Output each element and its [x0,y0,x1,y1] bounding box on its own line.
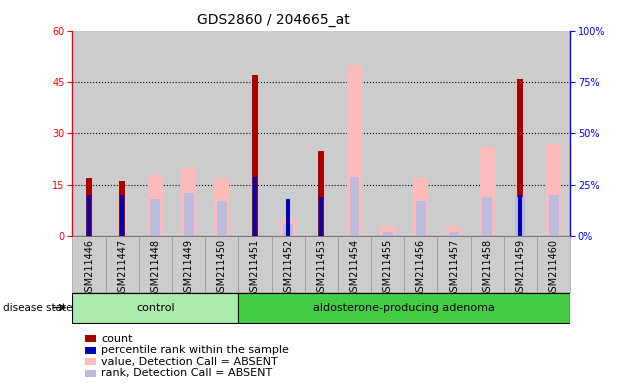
Bar [482,197,492,236]
Text: GSM211458: GSM211458 [482,239,492,298]
Bar [86,178,92,236]
Bar [449,232,459,236]
Bar [404,236,437,292]
Text: GSM211454: GSM211454 [350,239,360,298]
Bar [479,147,495,236]
Text: disease state: disease state [3,303,72,313]
Bar [371,31,404,236]
Text: GSM211456: GSM211456 [416,239,426,298]
Bar [338,31,371,236]
Bar [504,236,537,292]
Text: GSM211451: GSM211451 [250,239,260,298]
Bar [447,226,462,236]
Bar [181,168,196,236]
Bar [205,236,238,292]
Bar [546,144,561,236]
Bar [272,236,305,292]
Bar [106,31,139,236]
Bar [217,201,227,236]
Text: GSM211459: GSM211459 [515,239,525,298]
Bar [205,31,238,236]
Bar [172,31,205,236]
Bar [437,236,471,292]
Bar [305,31,338,236]
Bar [238,236,272,292]
Bar [238,31,272,236]
Bar [319,197,323,236]
Bar [286,199,290,236]
Bar [280,219,295,236]
Bar [517,79,524,236]
Bar [347,65,362,236]
Bar [380,226,395,236]
Text: GSM211447: GSM211447 [117,239,127,298]
Bar [537,31,570,236]
Text: GSM211448: GSM211448 [151,239,161,298]
Bar [537,236,570,292]
Bar [305,236,338,292]
Bar [139,236,172,292]
Bar [504,31,537,236]
Bar [350,177,360,236]
Text: value, Detection Call = ABSENT: value, Detection Call = ABSENT [101,357,278,367]
Bar [183,193,193,236]
Bar [238,293,570,323]
Bar [253,177,257,236]
Text: GSM211450: GSM211450 [217,239,227,298]
Bar [518,195,522,236]
Bar [87,195,91,236]
Bar [72,31,106,236]
Text: GSM211452: GSM211452 [283,239,293,298]
Bar [549,195,559,236]
Bar [371,236,404,292]
Text: GSM211446: GSM211446 [84,239,94,298]
Bar [382,232,392,236]
Text: GDS2860 / 204665_at: GDS2860 / 204665_at [197,13,350,27]
Text: percentile rank within the sample: percentile rank within the sample [101,345,289,355]
Bar [148,174,163,236]
Bar [338,236,371,292]
Bar [283,224,293,236]
Bar [252,75,258,236]
Text: GSM211449: GSM211449 [183,239,193,298]
Bar [72,293,238,323]
Bar [471,236,504,292]
Bar [404,31,437,236]
Bar [119,181,125,236]
Bar [413,178,428,236]
Bar [151,199,161,236]
Text: GSM211460: GSM211460 [549,239,559,298]
Bar [214,178,229,236]
Text: GSM211455: GSM211455 [382,239,392,298]
Bar [272,31,305,236]
Text: GSM211453: GSM211453 [316,239,326,298]
Text: aldosterone-producing adenoma: aldosterone-producing adenoma [313,303,495,313]
Text: GSM211457: GSM211457 [449,239,459,298]
Bar [437,31,471,236]
Bar [139,31,172,236]
Bar [172,236,205,292]
Text: control: control [136,303,175,313]
Bar [318,151,324,236]
Bar [515,197,525,236]
Bar [106,236,139,292]
Bar [471,31,504,236]
Bar [72,236,106,292]
Bar [416,201,426,236]
Text: count: count [101,334,133,344]
Text: rank, Detection Call = ABSENT: rank, Detection Call = ABSENT [101,368,273,378]
Bar [120,195,124,236]
